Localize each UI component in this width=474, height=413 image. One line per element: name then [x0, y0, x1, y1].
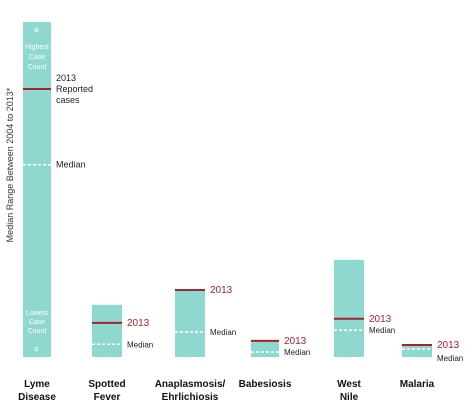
label-2013: 2013 — [369, 314, 392, 325]
category-label: West Nile — [337, 379, 361, 403]
category-label: Anaplasmosis/Ehrlichiosis — [154, 379, 226, 403]
highest-case-count-label: Case — [29, 54, 45, 61]
lowest-case-count-label: Lowest — [26, 310, 48, 317]
highest-case-count-label: Count — [28, 64, 47, 71]
legend-2013-reported: 2013 — [56, 73, 76, 83]
label-2013: 2013 — [127, 318, 150, 329]
label-median: Median — [369, 326, 395, 335]
range-bar — [251, 339, 279, 357]
legend-2013-reported: Reported — [56, 84, 93, 94]
range-bar — [334, 259, 364, 357]
legend-2013-reported: cases — [56, 95, 80, 105]
range-bar — [23, 22, 51, 357]
y-axis-label: Median Range Between 2004 to 2013* — [5, 87, 15, 243]
category-label: Lyme Disease — [18, 379, 56, 403]
legend-median: Median — [56, 160, 86, 170]
range-bar — [175, 290, 205, 357]
label-2013: 2013 — [284, 336, 307, 347]
lowest-case-count-label: Case — [29, 319, 45, 326]
label-2013: 2013 — [437, 340, 460, 351]
category-label: Spotted Fever — [88, 379, 126, 403]
chevron-down-icon: » — [31, 346, 42, 352]
category-label: Babesiosis — [238, 379, 292, 390]
label-median: Median — [437, 354, 463, 363]
label-median: Median — [127, 340, 153, 349]
highest-case-count-label: Highest — [25, 44, 49, 51]
label-median: Median — [210, 328, 236, 337]
range-bar — [402, 344, 432, 357]
category-label: Malaria — [399, 379, 435, 390]
label-2013: 2013 — [210, 285, 233, 296]
chevron-up-icon: « — [31, 27, 42, 33]
label-median: Median — [284, 348, 310, 357]
range-bar — [92, 304, 122, 357]
lowest-case-count-label: Count — [28, 328, 47, 335]
